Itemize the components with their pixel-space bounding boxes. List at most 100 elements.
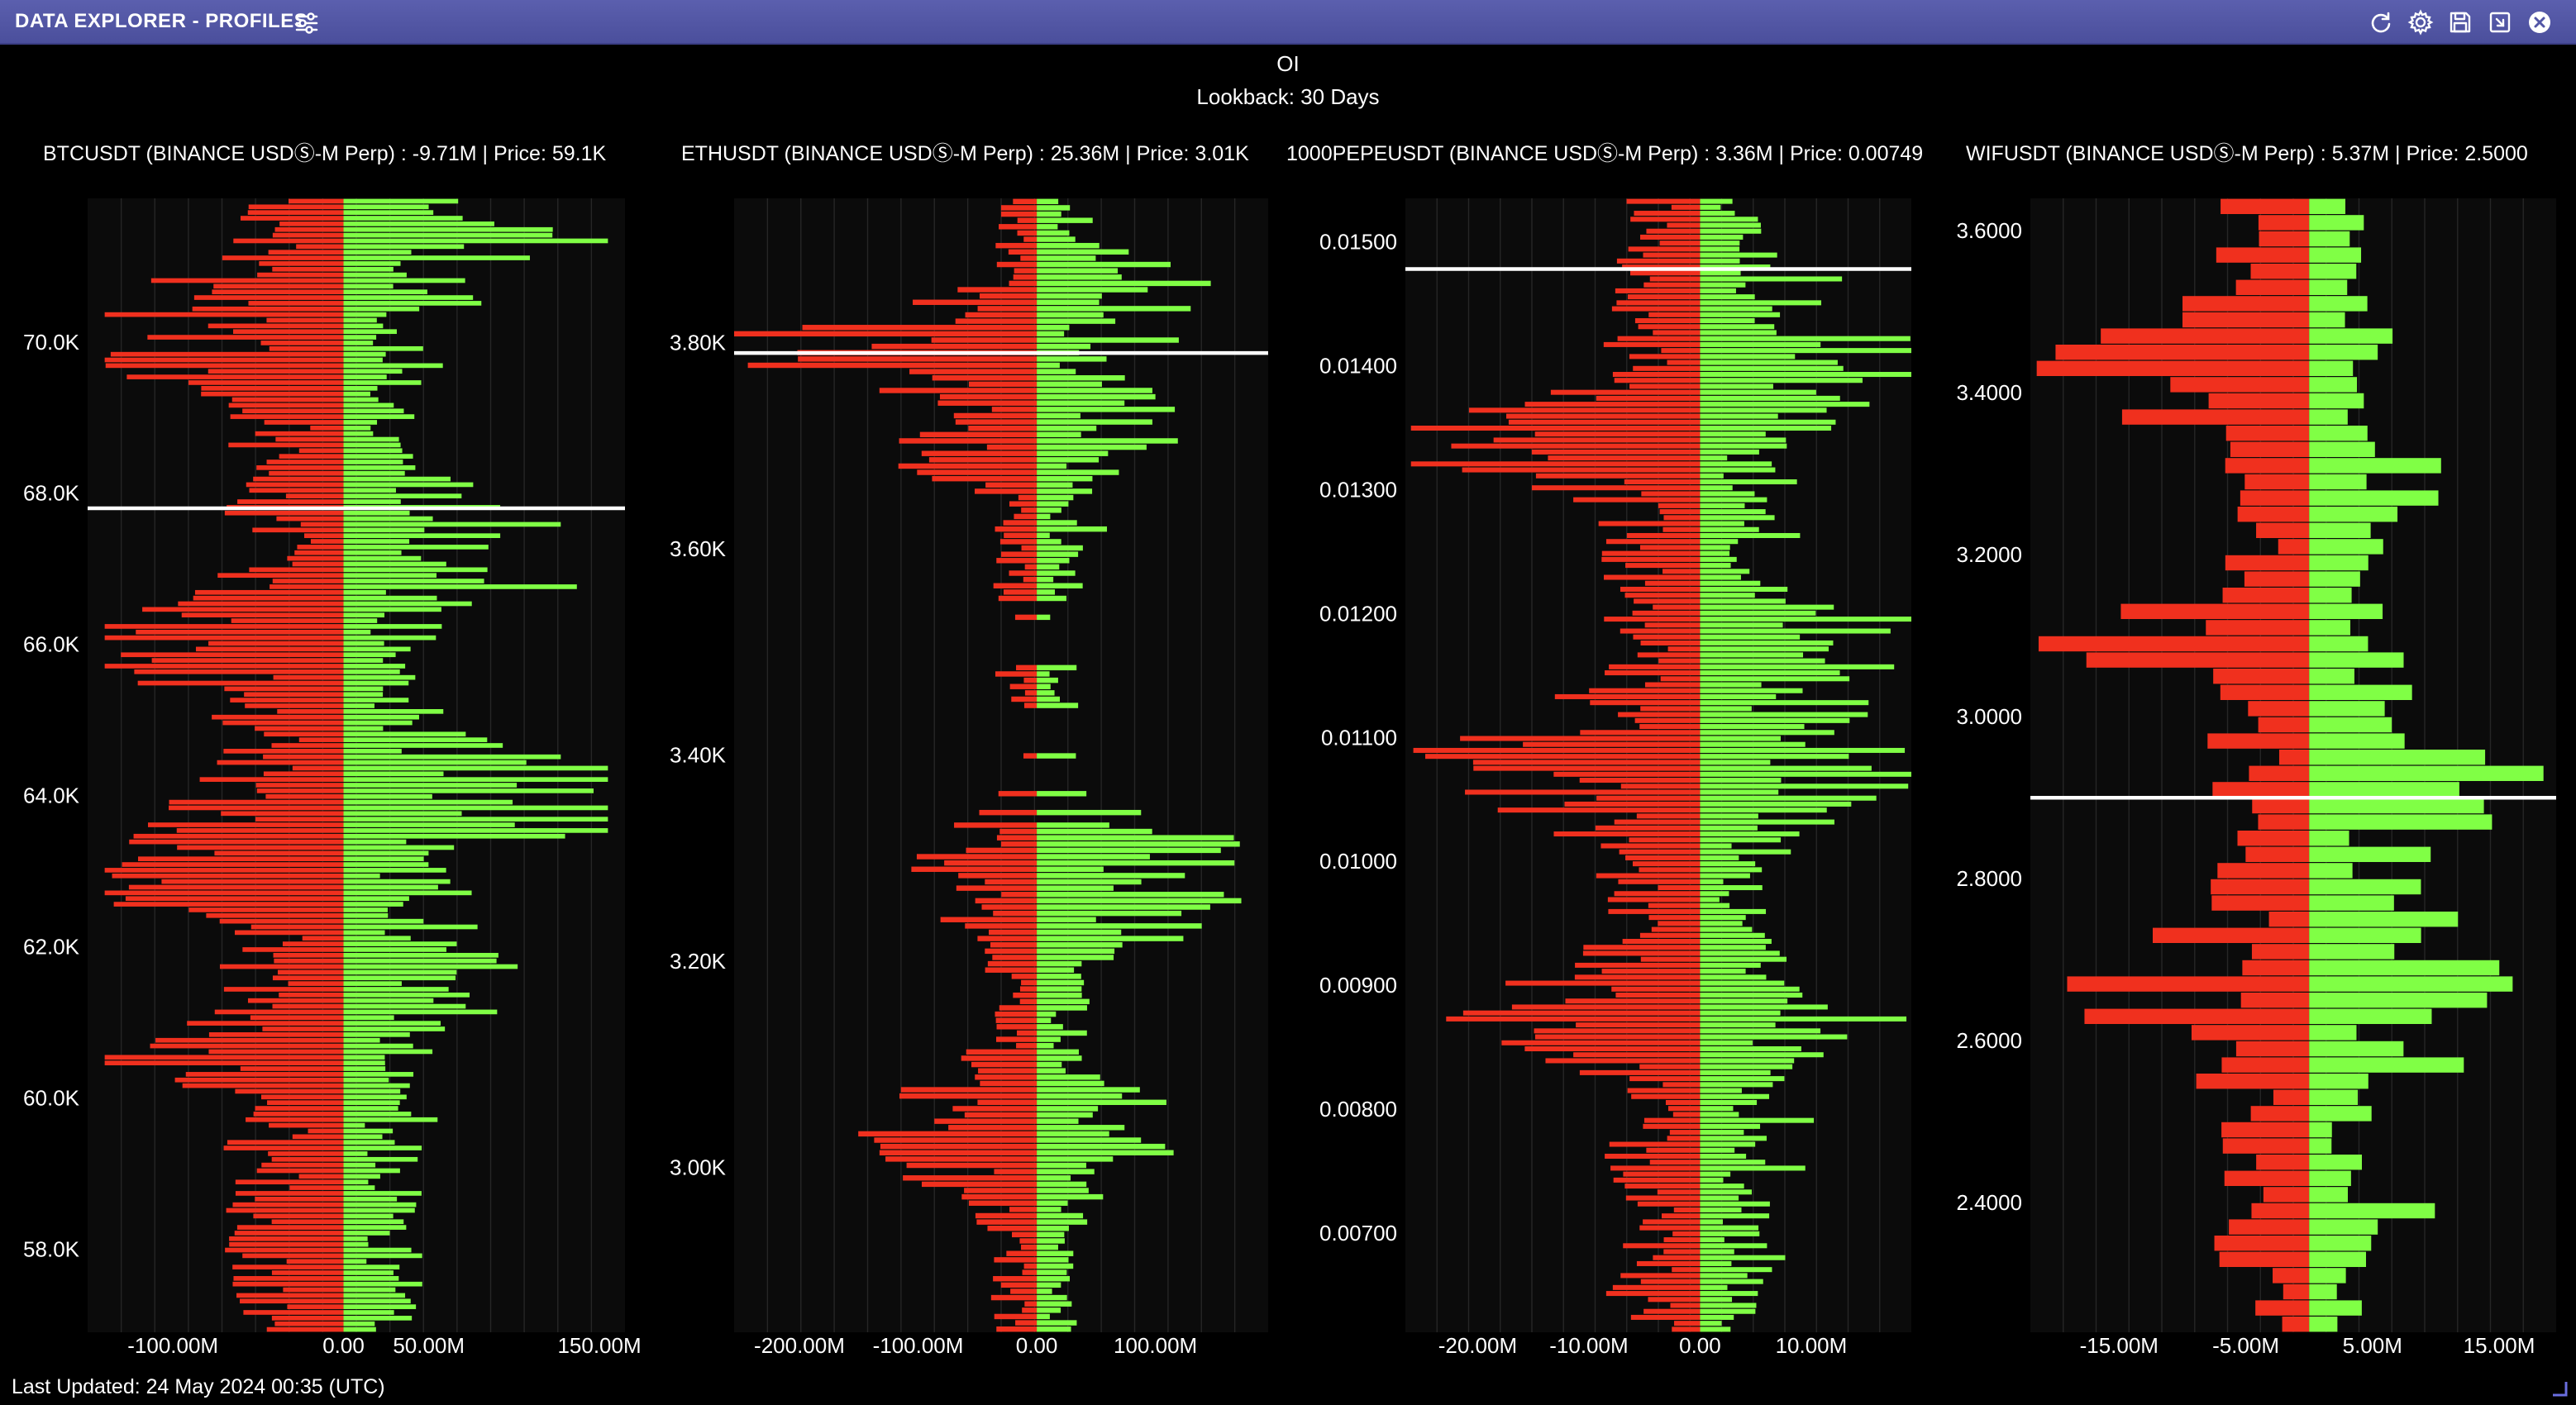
positive-bar bbox=[1037, 249, 1129, 255]
positive-bar bbox=[1700, 348, 1911, 354]
positive-bar bbox=[343, 850, 429, 856]
negative-bar bbox=[137, 680, 344, 686]
positive-bar bbox=[1037, 419, 1152, 425]
negative-bar bbox=[1613, 1177, 1701, 1183]
positive-bar bbox=[343, 817, 608, 822]
negative-bar bbox=[1611, 306, 1701, 312]
popout-icon[interactable] bbox=[2487, 9, 2513, 36]
positive-bar bbox=[1037, 457, 1100, 463]
positive-bar bbox=[343, 460, 403, 464]
negative-bar bbox=[104, 890, 344, 896]
y-tick-label: 0.01000 bbox=[1319, 849, 1397, 874]
negative-bar bbox=[987, 1226, 1038, 1231]
positive-bar bbox=[1700, 741, 1806, 747]
negative-bar bbox=[1590, 700, 1701, 706]
negative-bar bbox=[948, 1125, 1038, 1131]
positive-bar bbox=[1037, 1093, 1123, 1099]
negative-bar bbox=[1672, 1112, 1701, 1117]
negative-bar bbox=[1020, 255, 1038, 261]
negative-bar bbox=[975, 488, 1038, 494]
negative-bar bbox=[909, 369, 1038, 374]
positive-bar bbox=[1700, 1045, 1801, 1052]
negative-bar bbox=[150, 278, 344, 283]
positive-bar bbox=[1700, 532, 1801, 538]
negative-bar bbox=[1023, 1263, 1038, 1269]
positive-bar bbox=[1700, 1321, 1722, 1326]
positive-bar bbox=[343, 674, 416, 680]
negative-bar bbox=[798, 356, 1038, 362]
positive-bar bbox=[1700, 747, 1906, 753]
negative-bar bbox=[212, 714, 344, 720]
x-tick-label: 15.00M bbox=[2464, 1333, 2535, 1358]
refresh-icon[interactable] bbox=[2368, 9, 2394, 36]
negative-bar bbox=[243, 1310, 344, 1315]
positive-bar bbox=[343, 266, 394, 272]
sliders-icon[interactable] bbox=[294, 10, 319, 35]
negative-bar bbox=[1604, 617, 1701, 622]
positive-bar bbox=[1037, 1106, 1099, 1112]
positive-bar bbox=[1700, 730, 1834, 736]
negative-bar bbox=[1603, 341, 1701, 347]
positive-bar bbox=[343, 1117, 438, 1122]
negative-bar bbox=[1609, 664, 1701, 669]
negative-bar bbox=[940, 917, 1038, 922]
negative-bar bbox=[233, 1276, 344, 1281]
negative-bar bbox=[2222, 588, 2310, 603]
positive-bar bbox=[2309, 588, 2352, 603]
save-icon[interactable] bbox=[2447, 9, 2473, 36]
negative-bar bbox=[292, 765, 344, 771]
negative-bar bbox=[996, 1326, 1038, 1332]
negative-bar bbox=[226, 1207, 344, 1213]
negative-bar bbox=[2214, 1236, 2310, 1251]
positive-bar bbox=[2309, 993, 2488, 1008]
negative-bar bbox=[975, 1212, 1038, 1219]
positive-bar bbox=[1037, 702, 1079, 708]
positive-bar bbox=[1700, 1207, 1742, 1212]
positive-bar bbox=[1700, 693, 1777, 699]
chart-header-title: OI bbox=[1276, 51, 1300, 76]
positive-bar bbox=[1037, 1011, 1057, 1017]
negative-bar bbox=[208, 323, 344, 329]
positive-bar bbox=[343, 255, 530, 260]
negative-bar bbox=[1011, 974, 1038, 979]
negative-bar bbox=[2170, 377, 2310, 393]
negative-bar bbox=[2237, 507, 2310, 522]
negative-bar bbox=[272, 579, 344, 583]
positive-bar bbox=[1700, 1249, 1734, 1255]
positive-bar bbox=[343, 244, 465, 250]
negative-bar bbox=[199, 777, 344, 782]
negative-bar bbox=[2250, 264, 2310, 279]
positive-bar bbox=[1037, 1131, 1109, 1137]
negative-bar bbox=[1023, 753, 1038, 759]
positive-bar bbox=[343, 278, 465, 283]
negative-bar bbox=[1511, 1004, 1701, 1010]
positive-bar bbox=[343, 335, 377, 340]
positive-bar bbox=[1700, 771, 1911, 777]
negative-bar bbox=[271, 1219, 344, 1225]
close-icon[interactable] bbox=[2526, 9, 2553, 36]
negative-bar bbox=[247, 210, 344, 215]
positive-bar bbox=[343, 1043, 413, 1049]
negative-bar bbox=[176, 828, 344, 833]
positive-bar bbox=[343, 1293, 406, 1298]
positive-bar bbox=[2309, 701, 2385, 717]
positive-bar bbox=[1037, 570, 1076, 576]
gear-icon[interactable] bbox=[2407, 9, 2434, 36]
y-tick-label: 64.0K bbox=[23, 783, 80, 808]
negative-bar bbox=[1022, 1269, 1038, 1275]
positive-bar bbox=[343, 845, 455, 850]
negative-bar bbox=[1640, 706, 1701, 712]
negative-bar bbox=[2213, 669, 2310, 684]
resize-handle-icon[interactable] bbox=[2551, 1380, 2568, 1397]
x-tick-label: -100.00M bbox=[127, 1333, 218, 1358]
positive-bar bbox=[1037, 1017, 1052, 1023]
negative-bar bbox=[292, 1134, 344, 1140]
negative-bar bbox=[267, 1100, 344, 1105]
positive-bar bbox=[1037, 482, 1073, 488]
positive-bar bbox=[2309, 1041, 2404, 1057]
negative-bar bbox=[235, 930, 344, 936]
positive-bar bbox=[2309, 198, 2346, 214]
positive-bar bbox=[2309, 1268, 2346, 1284]
negative-bar bbox=[287, 1304, 344, 1309]
negative-bar bbox=[255, 817, 344, 822]
